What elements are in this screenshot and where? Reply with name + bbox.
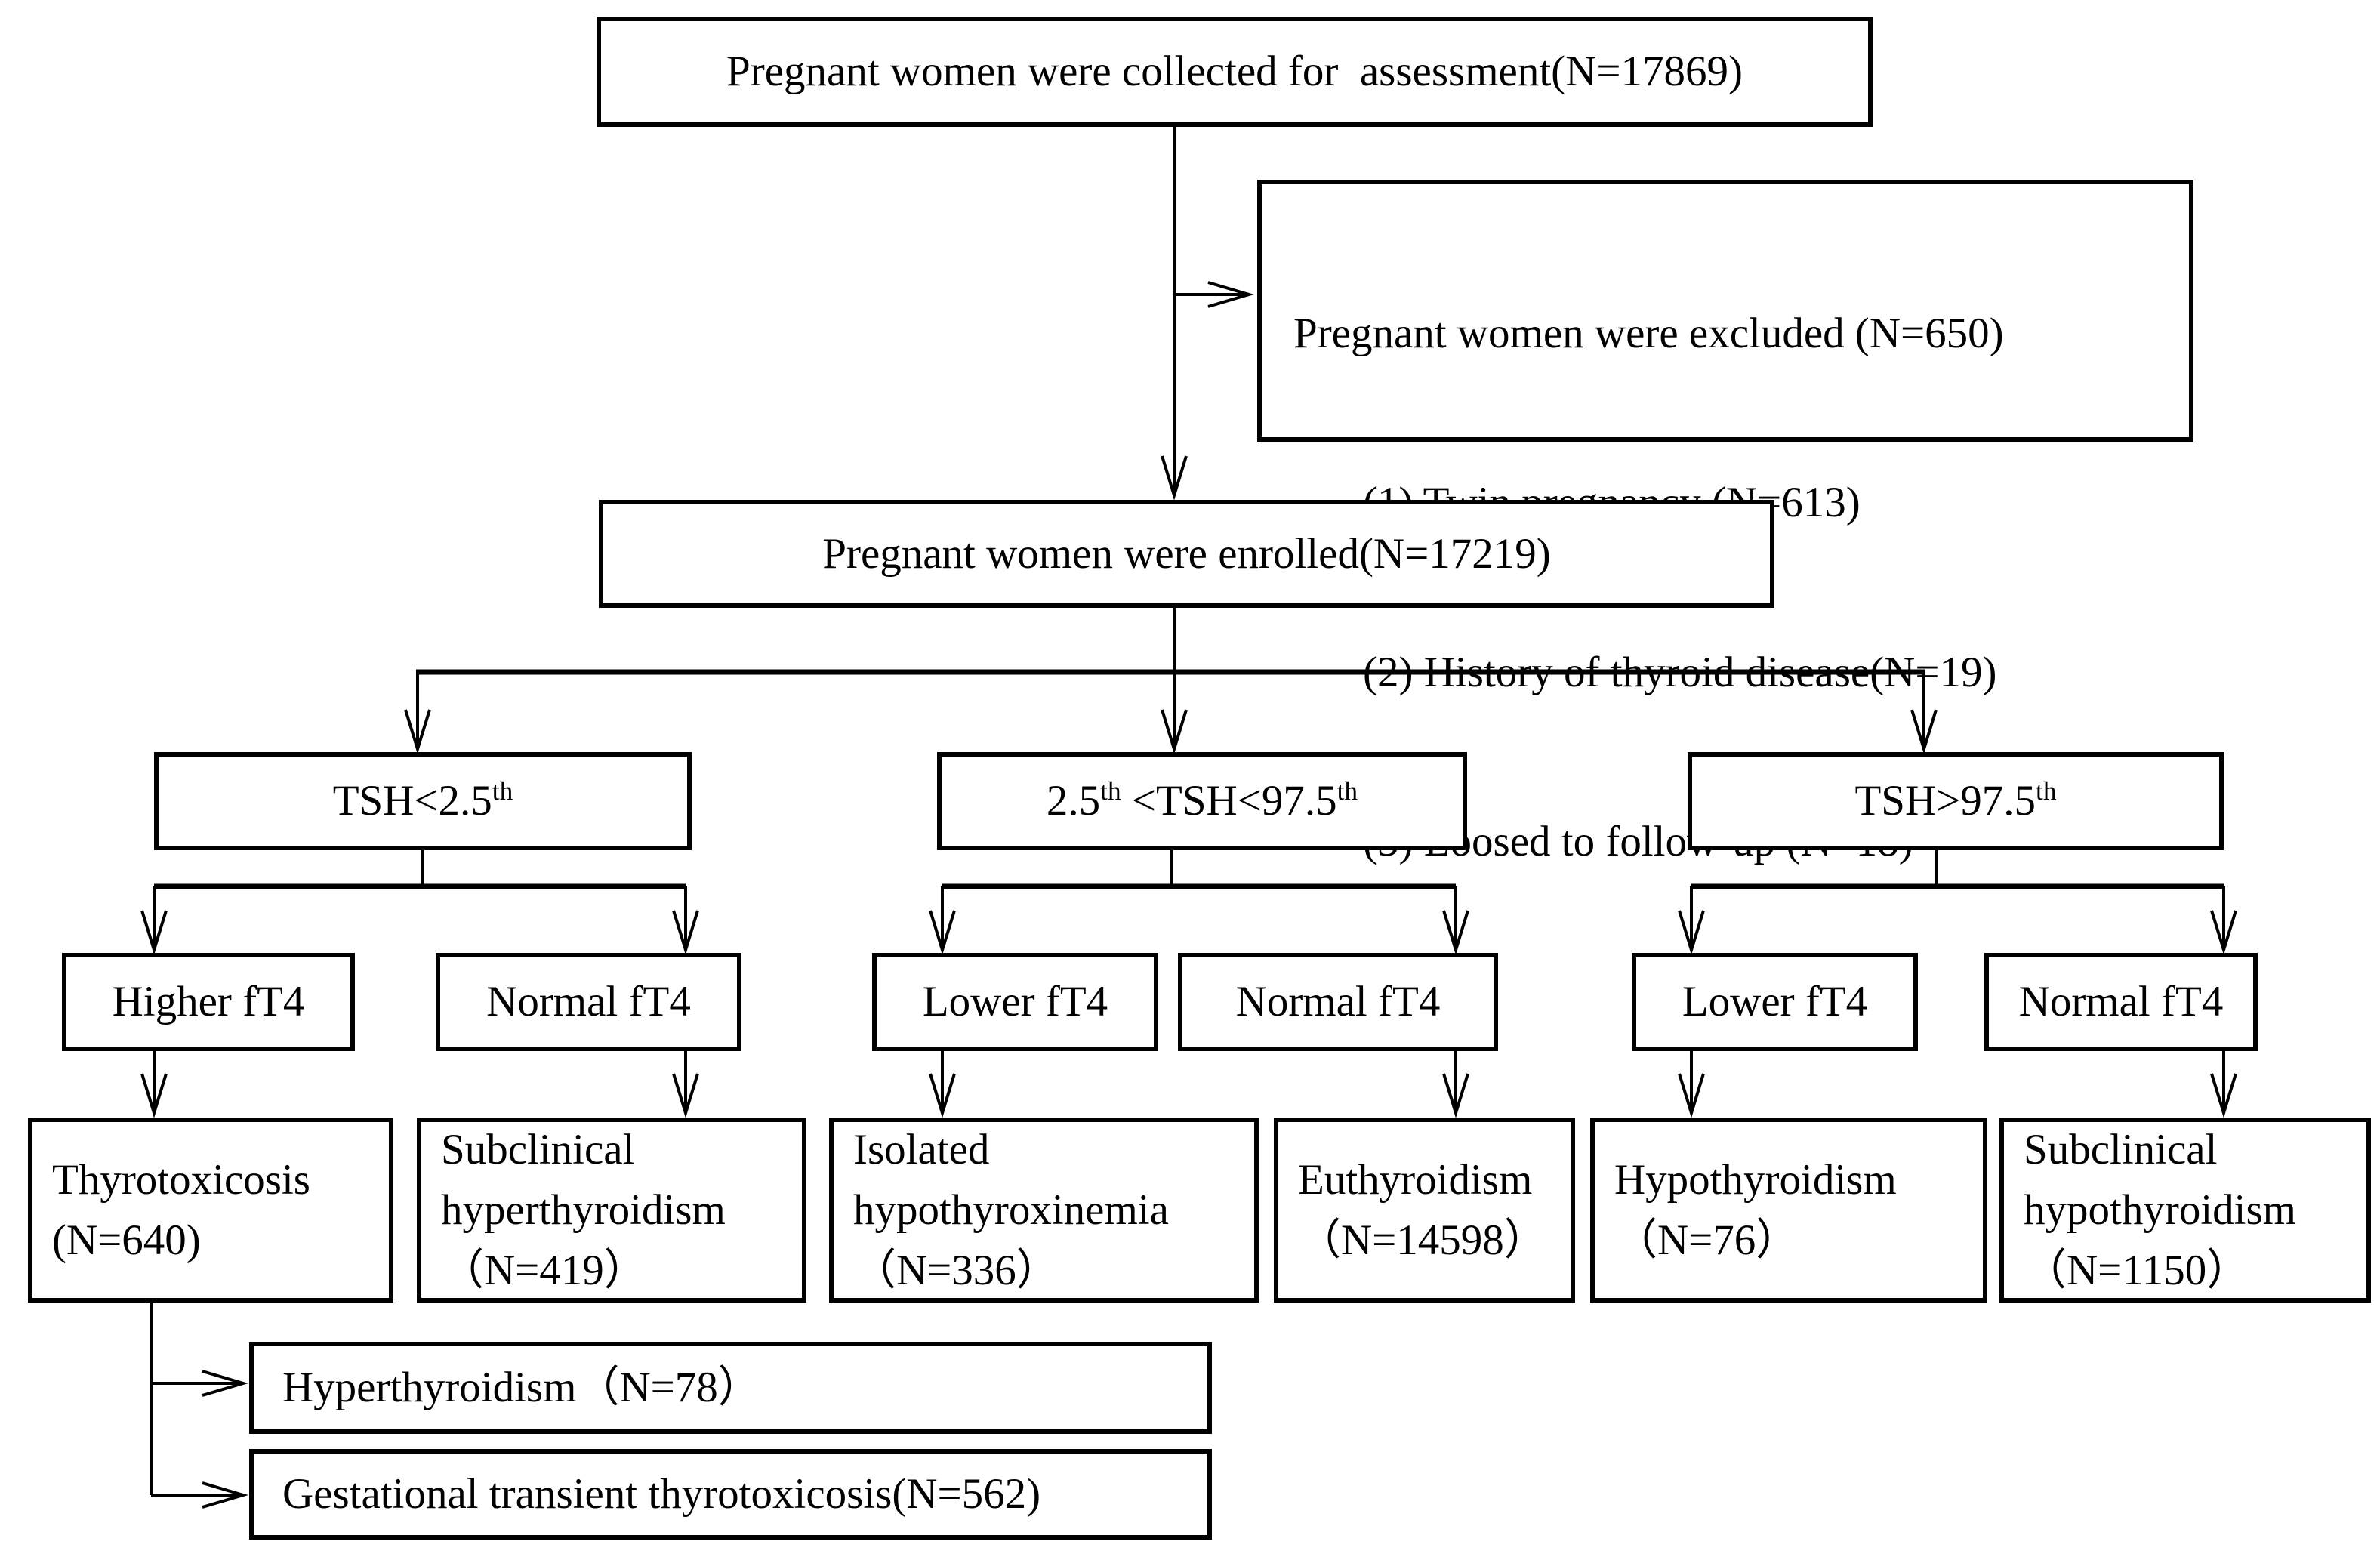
node-tsh-low-label: TSH<2.5th	[332, 776, 513, 825]
node-higher-ft4-label: Higher fT4	[112, 978, 305, 1026]
node-excluded: Pregnant women were excluded (N=650) (1)…	[1257, 180, 2193, 865]
arrowhead-into-tsh-mid	[1161, 709, 1188, 754]
node-subclinical-hyperthyroidism: Subclinical hyperthyroidism （N=419）	[417, 1118, 806, 1303]
arrowhead-outcome-5	[2210, 1073, 2237, 1118]
node-tsh-low: TSH<2.5th	[154, 752, 692, 850]
node-higher-ft4: Higher fT4	[62, 953, 355, 1051]
arrowhead-outcome-0	[140, 1073, 168, 1118]
arrowhead-into-tsh-high	[1910, 709, 1938, 754]
node-normal-ft4-2: Normal fT4	[1178, 953, 1498, 1051]
node-normal-ft4-3: Normal fT4	[1984, 953, 2258, 1051]
arrowhead-into-tsh-low	[404, 709, 431, 754]
arrowhead-into-hyperthyroidism	[202, 1370, 249, 1397]
node-subclinical-hypothyroidism: Subclinical hypothyroidism （N=1150）	[1999, 1118, 2371, 1303]
node-gestational-transient-thyrotoxicosis: Gestational transient thyrotoxicosis(N=5…	[249, 1449, 1212, 1540]
arrowhead-into-excluded	[1207, 281, 1255, 308]
node-gtt-label: Gestational transient thyrotoxicosis(N=5…	[282, 1470, 1041, 1518]
node-lower-ft4-1-label: Lower fT4	[922, 978, 1108, 1026]
node-excluded-title: Pregnant women were excluded (N=650)	[1293, 309, 2004, 357]
arrowhead-outcome-4	[1678, 1073, 1705, 1118]
node-enrolled: Pregnant women were enrolled(N=17219)	[599, 500, 1774, 608]
arrowhead-ft4-4	[1678, 910, 1705, 955]
arrowhead-into-enrolled	[1161, 455, 1188, 501]
arrowhead-ft4-3	[1442, 910, 1469, 955]
node-normal-ft4-3-label: Normal fT4	[2018, 978, 2224, 1026]
node-tsh-high-label: TSH>97.5th	[1854, 776, 2057, 825]
node-lower-ft4-2: Lower fT4	[1632, 953, 1918, 1051]
node-lower-ft4-1: Lower fT4	[872, 953, 1158, 1051]
node-normal-ft4-1-label: Normal fT4	[486, 978, 691, 1026]
node-tsh-high: TSH>97.5th	[1688, 752, 2224, 850]
node-thyrotoxicosis: Thyrotoxicosis (N=640)	[28, 1118, 393, 1303]
arrowhead-outcome-2	[929, 1073, 956, 1118]
node-hyperthyroidism: Hyperthyroidism（N=78）	[249, 1342, 1212, 1434]
arrowhead-ft4-2	[929, 910, 956, 955]
arrowhead-outcome-1	[672, 1073, 699, 1118]
node-excluded-item-2: (2) History of thyroid disease(N=19)	[1363, 648, 1997, 696]
arrowhead-ft4-0	[140, 910, 168, 955]
node-collected-label: Pregnant women were collected for assess…	[726, 48, 1743, 96]
node-tsh-mid: 2.5th <TSH<97.5th	[937, 752, 1467, 850]
node-normal-ft4-2-label: Normal fT4	[1235, 978, 1441, 1026]
node-collected: Pregnant women were collected for assess…	[597, 17, 1873, 127]
node-isolated-hypothyroxinemia: Isolated hypothyroxinemia （N=336）	[829, 1118, 1259, 1303]
node-hyperthyroidism-label: Hyperthyroidism（N=78）	[282, 1364, 761, 1412]
node-hypothyroidism: Hypothyroidism （N=76）	[1590, 1118, 1987, 1303]
arrowhead-ft4-5	[2210, 910, 2237, 955]
node-lower-ft4-2-label: Lower fT4	[1682, 978, 1868, 1026]
arrowhead-into-gtt	[202, 1481, 249, 1509]
node-normal-ft4-1: Normal fT4	[436, 953, 741, 1051]
arrowhead-outcome-3	[1442, 1073, 1469, 1118]
arrowhead-ft4-1	[672, 910, 699, 955]
node-tsh-mid-label: 2.5th <TSH<97.5th	[1046, 776, 1358, 825]
node-enrolled-label: Pregnant women were enrolled(N=17219)	[822, 529, 1551, 578]
node-euthyroidism: Euthyroidism （N=14598）	[1274, 1118, 1575, 1303]
